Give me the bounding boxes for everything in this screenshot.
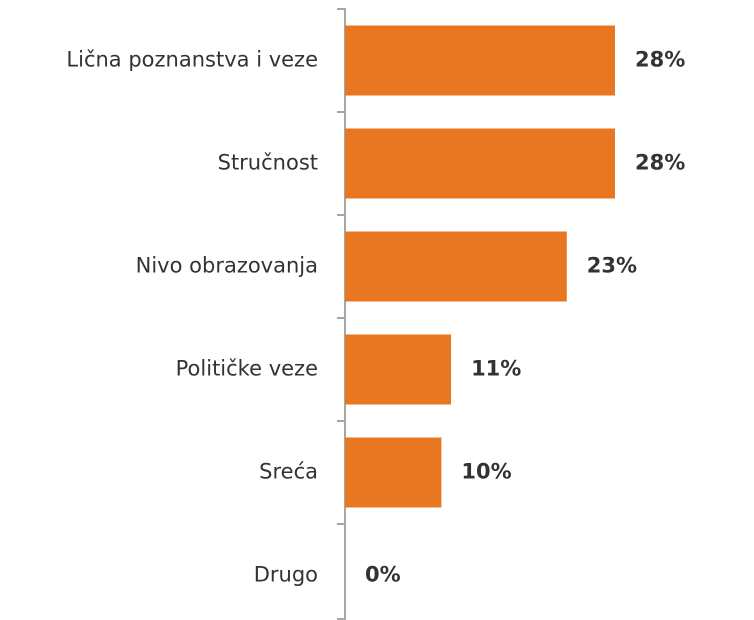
category-label: Političke veze (176, 357, 318, 381)
bar (345, 25, 615, 96)
category-label: Sreća (259, 460, 318, 484)
bar (345, 437, 442, 508)
bar (345, 334, 452, 405)
value-label: 0% (365, 563, 401, 587)
category-label: Lična poznanstva i veze (66, 48, 318, 72)
value-label: 11% (471, 357, 521, 381)
bar (345, 231, 567, 302)
value-label: 28% (635, 151, 685, 175)
category-label: Nivo obrazovanja (136, 254, 318, 278)
category-label: Stručnost (218, 151, 318, 175)
value-label: 23% (587, 254, 637, 278)
value-label: 28% (635, 48, 685, 72)
category-label: Drugo (254, 563, 318, 587)
value-label: 10% (461, 460, 511, 484)
bar (345, 128, 615, 199)
